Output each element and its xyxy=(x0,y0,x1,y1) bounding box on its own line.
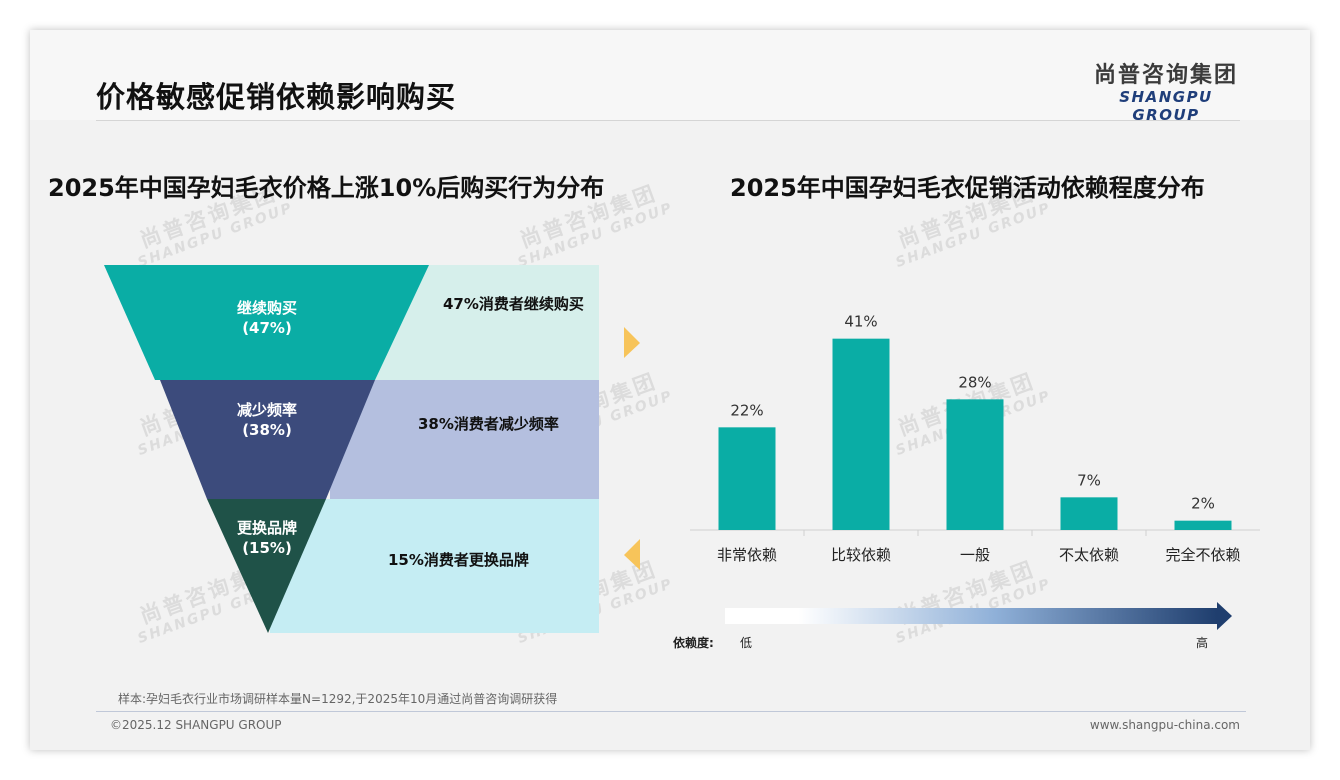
bar-value-label: 28% xyxy=(958,373,991,391)
left-chart-title: 2025年中国孕妇毛衣价格上涨10%后购买行为分布 xyxy=(48,174,605,202)
reliance-legend-label: 依赖度: xyxy=(673,636,714,650)
funnel-stage-2-label: 减少频率 (38%) xyxy=(236,401,297,439)
left-arrow-icon xyxy=(624,539,640,570)
funnel-band-3 xyxy=(270,499,599,633)
bar-4 xyxy=(1060,497,1118,530)
category-label: 一般 xyxy=(960,546,990,564)
title-divider xyxy=(96,120,1240,121)
bar-5 xyxy=(1174,520,1232,530)
category-label: 完全不依赖 xyxy=(1165,546,1240,564)
funnel-stage-1-desc: 47%消费者继续购买 xyxy=(443,295,584,313)
website-link[interactable]: www.shangpu-china.com xyxy=(1089,718,1240,732)
bar-3 xyxy=(946,399,1004,530)
reliance-low-label: 低 xyxy=(740,636,753,650)
logo-en-text: SHANGPU GROUP xyxy=(1119,88,1213,124)
copyright-text: ©2025.12 SHANGPU GROUP xyxy=(110,718,282,732)
funnel-chart xyxy=(104,265,640,633)
funnel-stage-1 xyxy=(104,265,429,380)
slide: 价格敏感促销依赖影响购买 尚普咨询集团 SHANGPU GROUP 尚普咨询集团… xyxy=(30,30,1310,750)
category-label: 比较依赖 xyxy=(831,546,891,564)
bar-chart: 22% 非常依赖 41% 比较依赖 28% 一般 7% 不太依赖 2% 完全不依赖 xyxy=(690,313,1260,630)
funnel-stage-3 xyxy=(207,499,326,633)
right-chart-title: 2025年中国孕妇毛衣促销活动依赖程度分布 xyxy=(730,174,1205,202)
bar-value-label: 41% xyxy=(844,313,877,331)
bar-value-label: 2% xyxy=(1191,495,1215,513)
funnel-stage-3-label: 更换品牌 (15%) xyxy=(236,519,297,557)
funnel-stage-2-desc: 38%消费者减少频率 xyxy=(418,415,559,433)
sample-note: 样本:孕妇毛衣行业市场调研样本量N=1292,于2025年10月通过尚普咨询调研… xyxy=(118,692,558,706)
bar-1 xyxy=(718,427,776,530)
funnel-stage-2 xyxy=(160,380,375,499)
bar-value-label: 7% xyxy=(1077,471,1101,489)
funnel-stage-3-desc: 15%消费者更换品牌 xyxy=(388,551,529,569)
logo-cn-text: 尚普咨询集团 xyxy=(1093,63,1238,88)
category-label: 不太依赖 xyxy=(1059,546,1119,564)
right-arrow-icon xyxy=(624,327,640,358)
header-band xyxy=(30,30,1310,120)
bar-value-label: 22% xyxy=(730,401,763,419)
funnel-stage-1-label: 继续购买 (47%) xyxy=(236,299,297,337)
reliance-high-label: 高 xyxy=(1196,636,1209,650)
reliance-arrow-head xyxy=(1217,602,1232,630)
footer-divider xyxy=(96,711,1246,712)
page-title: 价格敏感促销依赖影响购买 xyxy=(96,80,457,114)
funnel-band-2 xyxy=(330,380,599,499)
category-label: 非常依赖 xyxy=(717,546,777,564)
reliance-gradient-bar xyxy=(725,608,1217,624)
company-logo: 尚普咨询集团 SHANGPU GROUP xyxy=(1086,63,1246,125)
bar-2 xyxy=(832,338,890,530)
